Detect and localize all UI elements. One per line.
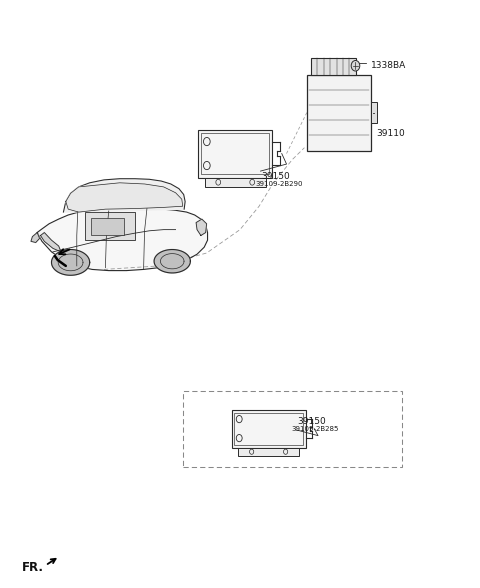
Text: 39110: 39110 (376, 129, 405, 138)
Polygon shape (40, 232, 61, 252)
Bar (232, 410, 306, 447)
Bar (311, 58, 356, 75)
Bar (91, 218, 123, 235)
Text: 39109-2B290: 39109-2B290 (256, 181, 303, 187)
Circle shape (351, 61, 360, 71)
Bar (205, 178, 265, 187)
Polygon shape (51, 249, 90, 275)
Bar (183, 390, 402, 467)
Polygon shape (31, 232, 39, 242)
Bar (307, 75, 371, 151)
Bar (238, 447, 299, 456)
Polygon shape (63, 179, 185, 212)
Text: 39150: 39150 (262, 172, 290, 182)
Bar (198, 129, 272, 178)
Bar (85, 212, 135, 240)
Polygon shape (66, 183, 183, 212)
Polygon shape (196, 219, 206, 235)
Bar (201, 133, 269, 174)
Text: 39150: 39150 (297, 417, 326, 426)
Bar (234, 413, 303, 445)
Polygon shape (154, 249, 191, 273)
Text: 1338BA: 1338BA (371, 61, 407, 70)
Text: 39109-2B285: 39109-2B285 (291, 426, 339, 432)
Polygon shape (37, 209, 207, 270)
Text: FR.: FR. (22, 562, 43, 574)
Bar (371, 102, 377, 123)
